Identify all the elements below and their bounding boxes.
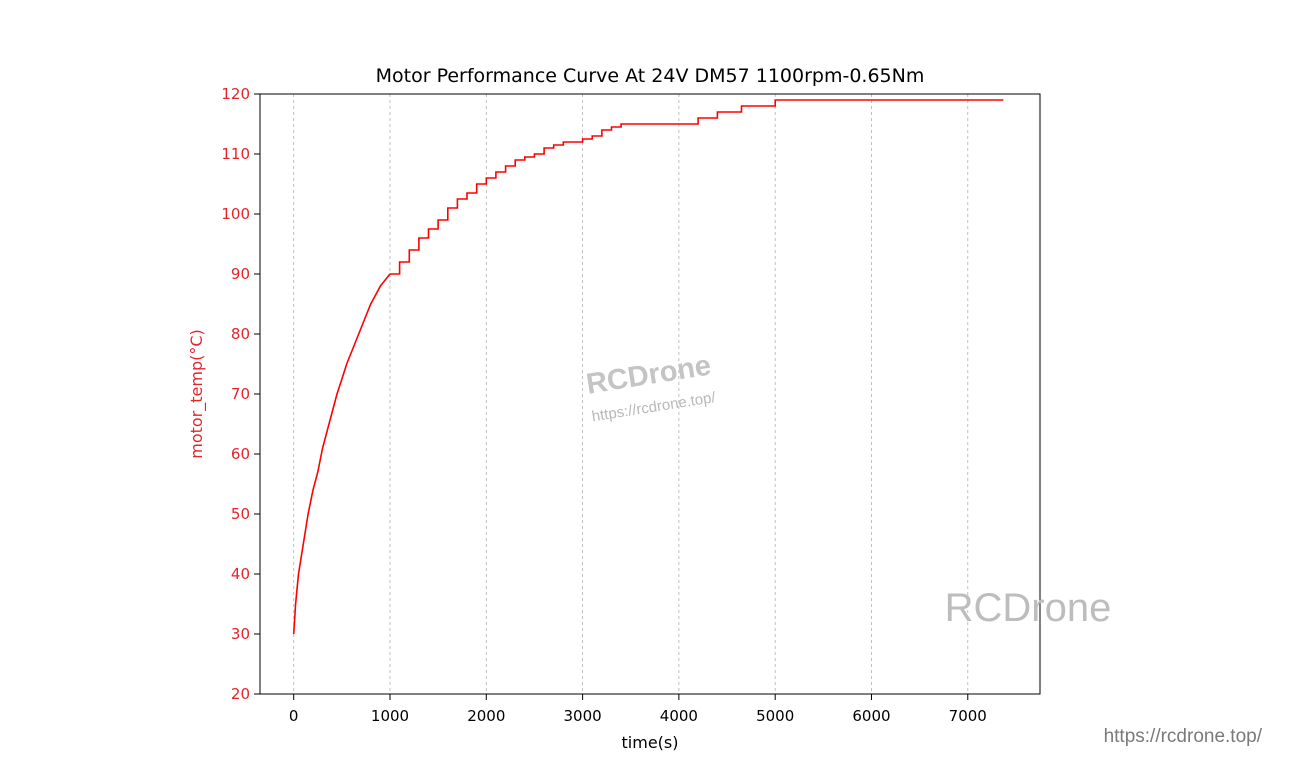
x-axis-label: time(s) bbox=[622, 733, 679, 752]
y-tick-label: 50 bbox=[231, 505, 250, 523]
y-tick-label: 90 bbox=[231, 265, 250, 283]
x-tick-label: 5000 bbox=[756, 707, 794, 725]
x-tick-label: 3000 bbox=[563, 707, 601, 725]
x-tick-label: 4000 bbox=[660, 707, 698, 725]
series-line-motor-temp bbox=[292, 99, 1004, 635]
corner-watermark-logo: RCDrone bbox=[945, 586, 1112, 630]
y-tick-label: 20 bbox=[231, 685, 250, 703]
grid bbox=[293, 94, 969, 694]
y-tick-label: 100 bbox=[221, 205, 250, 223]
y-tick-label: 110 bbox=[221, 145, 250, 163]
y-tick-label: 70 bbox=[231, 385, 250, 403]
y-tick-label: 60 bbox=[231, 445, 250, 463]
x-tick-label: 7000 bbox=[949, 707, 987, 725]
chart-title: Motor Performance Curve At 24V DM57 1100… bbox=[376, 65, 925, 87]
y-tick-label: 30 bbox=[231, 625, 250, 643]
x-tick-label: 6000 bbox=[852, 707, 890, 725]
x-tick-label: 2000 bbox=[467, 707, 505, 725]
series-group bbox=[292, 99, 1004, 635]
y-tick-label: 80 bbox=[231, 325, 250, 343]
x-tick-label: 1000 bbox=[371, 707, 409, 725]
y-axis-ticks: 20 30 40 50 60 70 80 90 100 110 120 bbox=[221, 85, 260, 703]
footer-url: https://rcdrone.top/ bbox=[1104, 726, 1263, 747]
x-axis-ticks: 0 1000 2000 3000 4000 5000 6000 7000 bbox=[289, 694, 987, 725]
x-tick-label: 0 bbox=[289, 707, 299, 725]
y-tick-label: 40 bbox=[231, 565, 250, 583]
y-tick-label: 120 bbox=[221, 85, 250, 103]
y-axis-label: motor_temp(°C) bbox=[187, 329, 207, 459]
